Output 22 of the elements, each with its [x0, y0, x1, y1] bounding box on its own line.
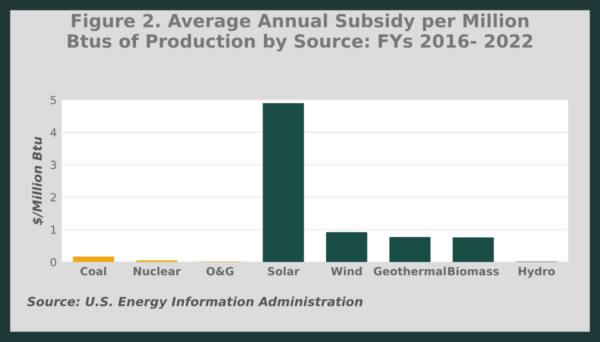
bar — [72, 256, 114, 262]
x-tick-label: Geothermal — [374, 266, 446, 276]
bar — [389, 237, 431, 262]
chart-title: Figure 2. Average Annual Subsidy per Million Btus of Production by Source: FYs 2016- 2022 — [68, 14, 532, 52]
x-tick-label: Nuclear — [134, 266, 181, 276]
source-note: Source: U.S. Energy Information Administration — [27, 296, 362, 309]
x-tick-label: Biomass — [448, 266, 499, 276]
bar — [326, 232, 368, 262]
x-tick-label: Wind — [331, 266, 362, 276]
x-tick-label: Hydro — [518, 266, 555, 278]
x-tick-label: O&G — [206, 267, 234, 276]
x-tick-label: Coal — [80, 266, 106, 276]
bar — [452, 237, 494, 262]
y-tick-label: 2 — [50, 193, 56, 202]
y-tick-label: 0 — [50, 258, 56, 266]
y-tick-label: 1 — [51, 226, 56, 234]
y-tick-label: 5 — [50, 96, 56, 104]
x-tick-label: Solar — [268, 266, 300, 276]
y-tick-label: 4 — [50, 128, 56, 137]
bar — [262, 103, 304, 262]
y-axis-title: $/Million Btu — [32, 136, 44, 226]
y-tick-label: 3 — [50, 160, 56, 170]
